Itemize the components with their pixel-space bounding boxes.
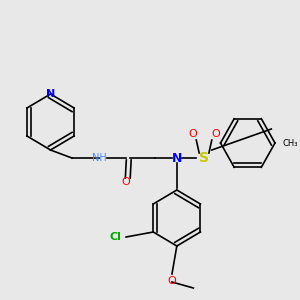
Text: O: O (211, 129, 220, 139)
Text: N: N (172, 152, 182, 164)
Text: N: N (46, 89, 55, 99)
Text: NH: NH (92, 153, 106, 163)
Text: Cl: Cl (109, 232, 121, 242)
Text: S: S (199, 151, 209, 165)
Text: O: O (188, 129, 197, 139)
Text: O: O (168, 276, 176, 286)
Text: O: O (121, 177, 130, 187)
Text: CH₃: CH₃ (283, 139, 298, 148)
